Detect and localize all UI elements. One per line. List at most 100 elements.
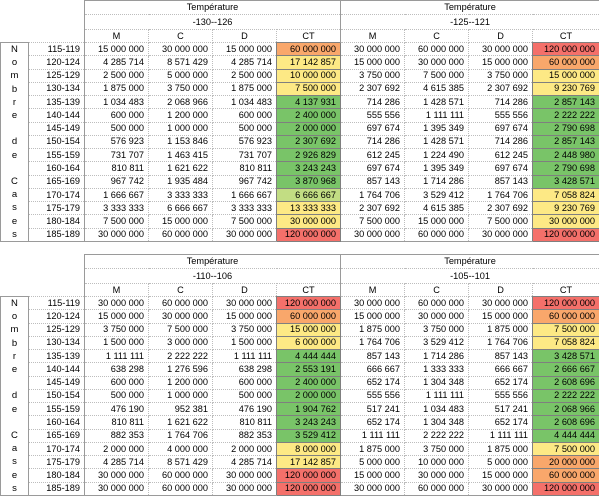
cell-m: 4 285 714 (85, 56, 149, 69)
cell-ct: 60 000 000 (533, 56, 599, 69)
cell-ct: 4 444 444 (277, 350, 341, 363)
side-label-letter: e (11, 109, 19, 122)
cell-c: 3 529 412 (405, 188, 469, 201)
row-range-label: 185-189 (29, 482, 85, 495)
row-range-label: 155-159 (29, 149, 85, 162)
corner-blank (1, 255, 85, 269)
cell-m: 1 764 706 (341, 188, 405, 201)
row-range-label: 140-144 (29, 109, 85, 122)
cell-d: 1 764 706 (469, 336, 533, 349)
cell-ct: 15 000 000 (533, 69, 599, 82)
column-header-ct: CT (533, 30, 599, 43)
row-range-label: 175-179 (29, 202, 85, 215)
row-range-label: 135-139 (29, 350, 85, 363)
cell-d: 517 241 (469, 403, 533, 416)
cell-m: 1 034 483 (85, 96, 149, 109)
cell-d: 30 000 000 (469, 228, 533, 241)
column-header-d: D (469, 30, 533, 43)
cell-d: 652 174 (469, 376, 533, 389)
row-range-label: 150-154 (29, 135, 85, 148)
cell-m: 15 000 000 (341, 56, 405, 69)
side-label-letter: r (11, 96, 19, 109)
cell-d: 30 000 000 (213, 297, 277, 310)
cell-d: 2 307 692 (469, 202, 533, 215)
cell-d: 2 000 000 (213, 442, 277, 455)
cell-m: 3 750 000 (341, 69, 405, 82)
cell-c: 1 304 348 (405, 376, 469, 389)
cell-m: 600 000 (85, 109, 149, 122)
cell-m: 2 500 000 (85, 69, 149, 82)
cell-c: 4 615 385 (405, 202, 469, 215)
side-label-letter: N (11, 297, 19, 310)
cell-c: 1 000 000 (149, 122, 213, 135)
cell-m: 652 174 (341, 376, 405, 389)
cell-d: 600 000 (213, 376, 277, 389)
cell-ct: 3 243 243 (277, 416, 341, 429)
side-label-letter: a (11, 442, 19, 455)
cell-c: 4 615 385 (405, 82, 469, 95)
cell-ct: 9 230 769 (533, 202, 599, 215)
cell-c: 1 153 846 (149, 135, 213, 148)
column-header-c: C (149, 30, 213, 43)
cell-d: 1 764 706 (469, 188, 533, 201)
cell-ct: 60 000 000 (533, 310, 599, 323)
cell-ct: 120 000 000 (533, 43, 599, 56)
cell-m: 3 750 000 (85, 323, 149, 336)
cell-m: 30 000 000 (341, 482, 405, 495)
cell-c: 1 200 000 (149, 109, 213, 122)
cell-d: 857 143 (469, 350, 533, 363)
cell-d: 7 500 000 (213, 215, 277, 228)
cell-d: 638 298 (213, 363, 277, 376)
row-range-label: 150-154 (29, 389, 85, 402)
cell-ct: 120 000 000 (277, 469, 341, 482)
cell-d: 576 923 (213, 135, 277, 148)
cell-d: 3 333 333 (213, 202, 277, 215)
cell-m: 1 500 000 (85, 336, 149, 349)
cell-m: 697 674 (341, 162, 405, 175)
cell-c: 60 000 000 (149, 297, 213, 310)
cell-c: 2 222 222 (149, 350, 213, 363)
cell-d: 1 111 111 (213, 350, 277, 363)
cell-c: 5 000 000 (149, 69, 213, 82)
row-range-label: 165-169 (29, 175, 85, 188)
cell-c: 1 621 622 (149, 162, 213, 175)
cell-ct: 15 000 000 (277, 323, 341, 336)
cell-d: 3 750 000 (213, 323, 277, 336)
row-range-label: 130-134 (29, 336, 85, 349)
cell-d: 697 674 (469, 122, 533, 135)
cell-m: 30 000 000 (85, 482, 149, 495)
cell-c: 1 764 706 (149, 429, 213, 442)
side-label-letter: e (11, 215, 19, 228)
cell-m: 500 000 (85, 389, 149, 402)
cell-m: 500 000 (85, 122, 149, 135)
cell-ct: 3 428 571 (533, 350, 599, 363)
cell-c: 60 000 000 (405, 297, 469, 310)
side-label-letter: a (11, 188, 19, 201)
row-range-label: 140-144 (29, 363, 85, 376)
cell-ct: 8 000 000 (277, 442, 341, 455)
cell-d: 731 707 (213, 149, 277, 162)
cell-c: 60 000 000 (405, 482, 469, 495)
row-range-label: 135-139 (29, 96, 85, 109)
cell-ct: 20 000 000 (533, 456, 599, 469)
cell-c: 60 000 000 (149, 482, 213, 495)
column-header-c: C (149, 284, 213, 297)
cell-m: 666 667 (341, 363, 405, 376)
cell-ct: 2 926 829 (277, 149, 341, 162)
cell-m: 1 875 000 (85, 82, 149, 95)
cell-c: 60 000 000 (405, 228, 469, 241)
cell-m: 576 923 (85, 135, 149, 148)
